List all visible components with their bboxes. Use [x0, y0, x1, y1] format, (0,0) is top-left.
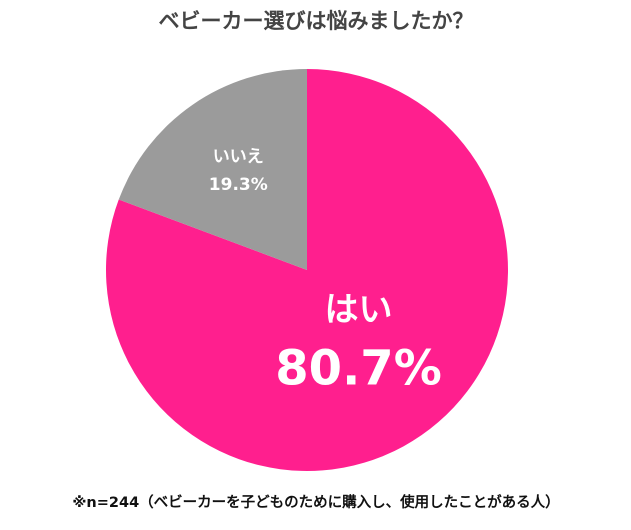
slice-label: はい: [325, 290, 393, 330]
chart-title: ベビーカー選びは悩みましたか？: [159, 9, 474, 33]
pie-slice: [118, 69, 307, 270]
slice-label: いいえ: [213, 147, 264, 167]
value-label: 19.3%: [209, 175, 268, 195]
note: ※n=244（ベビーカーを子どものために購入し、使用したことがある人）: [72, 493, 559, 511]
value-label: 80.7%: [275, 340, 442, 396]
